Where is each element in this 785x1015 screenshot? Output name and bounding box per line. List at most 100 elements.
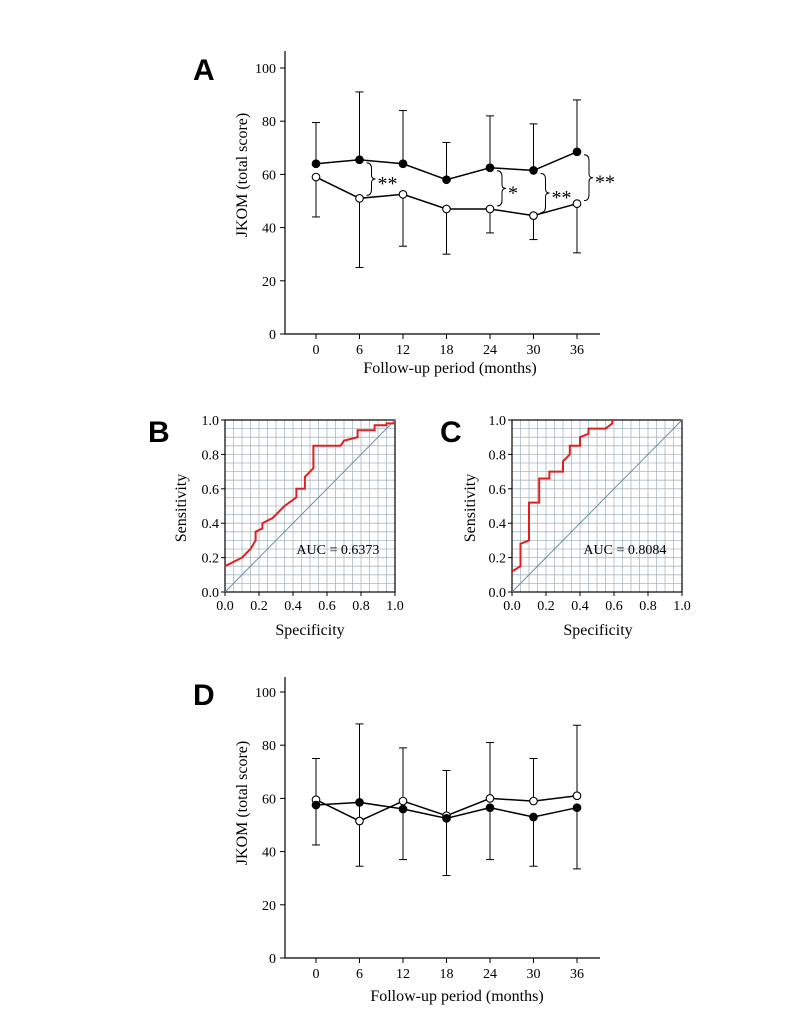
plot-frame bbox=[224, 419, 396, 593]
significance-label: ** bbox=[378, 173, 398, 195]
panel-c-xlabel: Specificity bbox=[563, 622, 632, 639]
data-point-open bbox=[355, 816, 364, 826]
data-point-open bbox=[398, 796, 408, 806]
data-point-filled bbox=[529, 812, 538, 822]
panel-a: A JKOM (total score) Follow-up period (m… bbox=[193, 51, 615, 377]
x-tick-label: 0.0 bbox=[216, 599, 234, 614]
y-tick-label: 0.0 bbox=[489, 586, 507, 601]
x-tick-label: 0.0 bbox=[503, 599, 521, 614]
data-point-filled bbox=[311, 800, 321, 810]
y-tick-label: 60 bbox=[262, 168, 276, 183]
significance-label: ** bbox=[595, 172, 615, 194]
y-tick-label: 60 bbox=[262, 792, 276, 807]
panel-d-xlabel: Follow-up period (months) bbox=[370, 988, 543, 1005]
panel-b: B Sensitivity Specificity 0.0 0.2 0.4 0.6 0.… bbox=[148, 414, 404, 639]
x-tick-label: 0 bbox=[313, 967, 320, 982]
significance-bracket bbox=[583, 154, 594, 202]
reference-diagonal bbox=[511, 419, 683, 593]
data-point-open bbox=[529, 211, 538, 220]
significance-bracket bbox=[540, 172, 550, 214]
roc-curve bbox=[224, 422, 395, 568]
y-tick-label: 0.6 bbox=[489, 483, 507, 498]
x-tick-label: 0.2 bbox=[537, 599, 555, 614]
auc-label: AUC = 0.6373 bbox=[296, 543, 379, 558]
panel-d: D JKOM (total score) Follow-up period (m… bbox=[193, 677, 600, 1005]
significance-label: ** bbox=[552, 187, 572, 209]
y-tick-label: 100 bbox=[255, 62, 276, 77]
data-point-filled bbox=[485, 803, 495, 813]
x-tick-label: 18 bbox=[440, 967, 454, 982]
y-tick-label: 1.0 bbox=[489, 414, 507, 429]
y-tick-label: 0.4 bbox=[202, 517, 220, 532]
panel-a-ylabel: JKOM (total score) bbox=[234, 113, 251, 237]
y-tick-label: 0.2 bbox=[489, 552, 507, 567]
data-point-open bbox=[398, 190, 408, 199]
y-tick-label: 0.8 bbox=[489, 448, 507, 463]
y-tick-label: 20 bbox=[262, 899, 276, 914]
data-point-filled bbox=[311, 159, 321, 169]
reference-diagonal bbox=[224, 419, 396, 593]
data-point-open bbox=[355, 193, 364, 203]
x-tick-label: 0.8 bbox=[352, 599, 370, 614]
y-tick-label: 80 bbox=[262, 115, 276, 130]
data-point-filled bbox=[442, 813, 451, 823]
x-tick-label: 0.6 bbox=[318, 599, 336, 614]
data-point-open bbox=[572, 199, 582, 209]
data-point-open bbox=[485, 204, 495, 214]
data-point-filled bbox=[529, 166, 538, 175]
data-point-filled bbox=[355, 798, 364, 807]
x-tick-label: 30 bbox=[527, 967, 541, 982]
y-tick-label: 0 bbox=[269, 952, 276, 967]
x-tick-label: 0 bbox=[313, 343, 320, 358]
panel-c-ylabel: Sensitivity bbox=[462, 474, 479, 542]
y-tick-label: 20 bbox=[262, 275, 276, 290]
data-point-open bbox=[442, 204, 451, 214]
x-tick-label: 30 bbox=[527, 343, 541, 358]
panel-b-xlabel: Specificity bbox=[275, 622, 344, 639]
y-tick-label: 100 bbox=[255, 686, 276, 701]
y-tick-label: 40 bbox=[262, 846, 276, 861]
data-point-open bbox=[485, 794, 495, 803]
x-tick-label: 36 bbox=[570, 343, 584, 358]
x-tick-label: 12 bbox=[396, 343, 410, 358]
data-point-open bbox=[572, 791, 582, 801]
y-tick-label: 1.0 bbox=[202, 414, 220, 429]
significance-label: * bbox=[508, 182, 518, 204]
y-tick-label: 80 bbox=[262, 739, 276, 754]
x-tick-label: 18 bbox=[440, 343, 454, 358]
x-tick-label: 0.6 bbox=[605, 599, 623, 614]
data-point-open bbox=[311, 172, 321, 182]
x-tick-label: 6 bbox=[356, 343, 363, 358]
y-tick-label: 40 bbox=[262, 222, 276, 237]
panel-d-ylabel: JKOM (total score) bbox=[234, 741, 251, 865]
data-point-open bbox=[529, 796, 538, 806]
x-tick-label: 6 bbox=[356, 967, 363, 982]
significance-bracket bbox=[496, 170, 507, 207]
x-tick-label: 12 bbox=[396, 967, 410, 982]
panel-a-letter: A bbox=[193, 54, 215, 87]
panel-d-letter: D bbox=[193, 679, 215, 712]
data-point-filled bbox=[485, 163, 495, 173]
auc-label: AUC = 0.8084 bbox=[583, 543, 666, 558]
data-point-filled bbox=[398, 159, 408, 169]
x-tick-label: 0.8 bbox=[639, 599, 657, 614]
panel-c: C Sensitivity Specificity 0.0 0.2 0.4 0.6 0.… bbox=[440, 414, 691, 639]
data-point-filled bbox=[355, 155, 364, 165]
roc-curve bbox=[511, 420, 614, 573]
data-point-filled bbox=[572, 147, 582, 157]
panel-b-ylabel: Sensitivity bbox=[173, 474, 190, 542]
data-point-filled bbox=[572, 803, 582, 813]
x-tick-label: 24 bbox=[483, 967, 497, 982]
x-tick-label: 1.0 bbox=[673, 599, 691, 614]
x-tick-label: 1.0 bbox=[386, 599, 404, 614]
y-tick-label: 0.4 bbox=[489, 517, 507, 532]
y-tick-label: 0.6 bbox=[202, 483, 220, 498]
x-tick-label: 36 bbox=[570, 967, 584, 982]
plot-frame bbox=[511, 419, 683, 593]
x-tick-label: 0.2 bbox=[250, 599, 268, 614]
panel-a-xlabel: Follow-up period (months) bbox=[363, 360, 536, 377]
data-point-filled bbox=[398, 804, 408, 814]
y-tick-label: 0 bbox=[269, 328, 276, 343]
significance-bracket bbox=[366, 162, 376, 196]
